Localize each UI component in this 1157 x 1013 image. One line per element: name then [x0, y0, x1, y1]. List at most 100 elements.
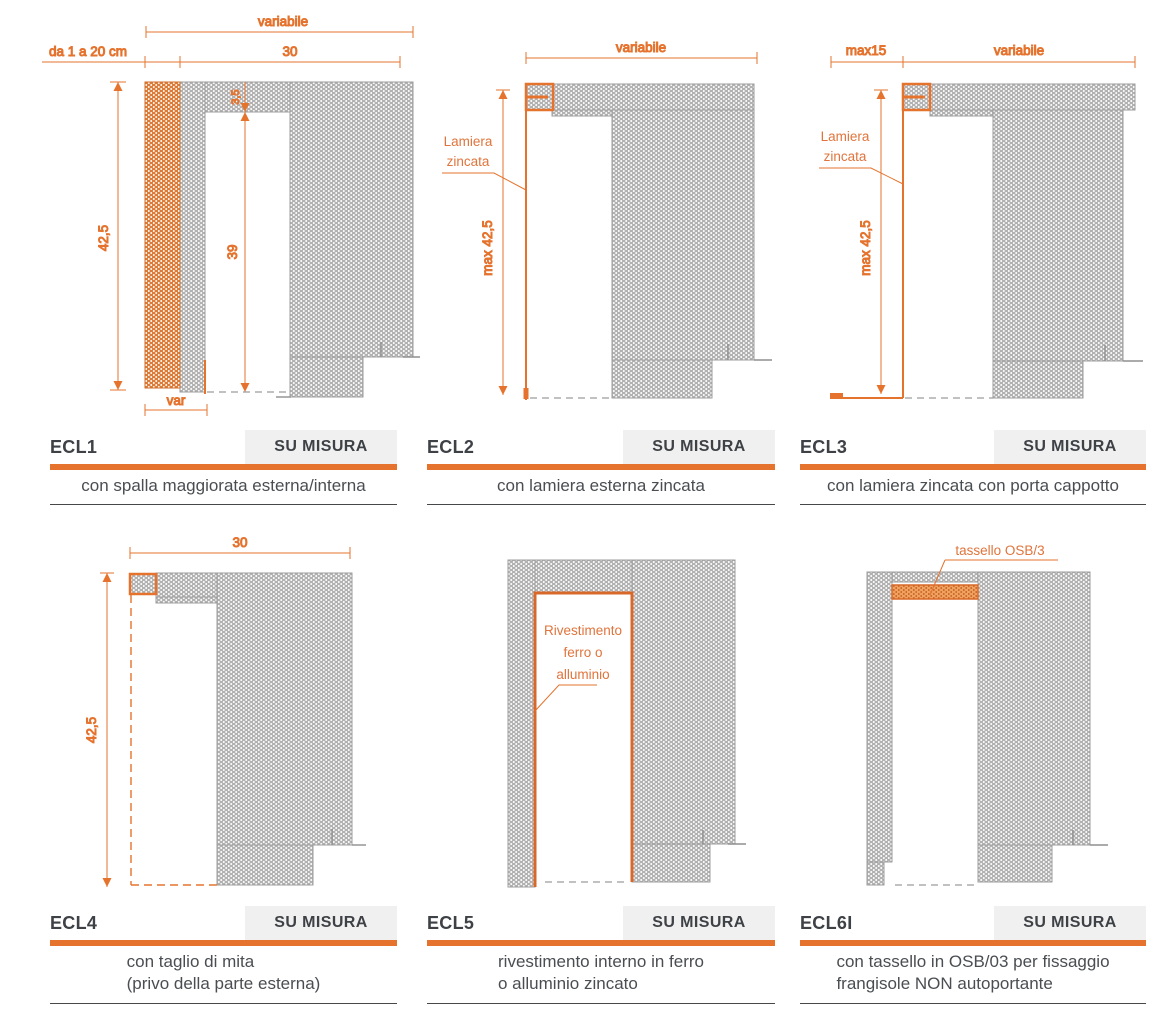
dimension-42-5: 42,5: [84, 572, 114, 887]
dimension-variabile: variabile: [903, 43, 1136, 68]
divider-rule: [800, 1002, 1146, 1004]
dimension-max-42-5: max 42,5: [480, 89, 510, 395]
wall-hatch: [866, 571, 1108, 886]
svg-text:30: 30: [232, 535, 247, 550]
dimension-max-42-5: max 42,5: [858, 89, 888, 394]
callout-rivestimento: Rivestimento ferro o alluminio: [534, 623, 622, 712]
lamiera-foot: [523, 388, 529, 399]
svg-text:42,5: 42,5: [84, 717, 99, 743]
insulation-strip: [144, 81, 181, 389]
svg-text:Lamiera: Lamiera: [444, 134, 493, 149]
panel-header: ECL2 SU MISURA: [427, 430, 775, 464]
su-misura-badge: SU MISURA: [245, 430, 397, 464]
accent-bar: [800, 464, 1146, 470]
svg-text:alluminio: alluminio: [556, 667, 609, 682]
su-misura-badge: SU MISURA: [623, 430, 775, 464]
divider-rule: [427, 1002, 775, 1004]
accent-bar: [427, 940, 775, 946]
taglio-dashed-outline: [130, 595, 217, 886]
svg-text:var: var: [167, 393, 186, 408]
dimension-variabile: variabile: [525, 40, 758, 64]
panel-ecl6i: tassello OSB/3 ECL6I SU MISURA con tasse…: [790, 535, 1157, 1004]
accent-bar: [50, 464, 397, 470]
panel-header: ECL4 SU MISURA: [50, 906, 397, 940]
svg-text:42,5: 42,5: [96, 225, 111, 251]
svg-text:30: 30: [282, 44, 297, 59]
accent-bar: [800, 940, 1146, 946]
divider-rule: [800, 504, 1146, 506]
wall-hatch: [916, 83, 1143, 399]
svg-text:variabile: variabile: [258, 14, 308, 29]
panel-code: ECL5: [427, 912, 475, 933]
svg-text:zincata: zincata: [447, 154, 490, 169]
wall-hatch: [539, 83, 772, 399]
rivestimento-frame: [533, 591, 634, 887]
panel-code: ECL2: [427, 436, 475, 457]
accent-bar: [427, 464, 775, 470]
panel-code: ECL1: [50, 436, 98, 457]
dimension-30: 30: [180, 44, 401, 68]
panel-header: ECL1 SU MISURA: [50, 430, 397, 464]
panel-description: con lamiera esterna zincata: [497, 476, 705, 495]
panel-ecl4: 30 42,5 ECL4 SU MISURA con taglio di mit…: [10, 535, 420, 1004]
corner-block: [128, 572, 158, 596]
svg-text:39: 39: [225, 244, 240, 259]
divider-rule: [50, 1002, 397, 1004]
svg-text:3,5: 3,5: [230, 89, 242, 104]
cappotto-foot: [830, 393, 843, 399]
divider-rule: [427, 504, 775, 506]
panel-description: con tassello in OSB/03 per fissaggio fra…: [836, 952, 1110, 994]
lamiera-bracket: [524, 82, 555, 112]
callout-lamiera-zincata: Lamiera zincata: [442, 134, 527, 191]
drawing-ecl1: variabile da 1 a 20 cm 30 42,5 3,5 39: [42, 14, 420, 416]
svg-text:zincata: zincata: [824, 149, 867, 164]
wall-hatch: [155, 572, 366, 886]
svg-text:Lamiera: Lamiera: [821, 129, 870, 144]
dimension-42-5: 42,5: [96, 81, 126, 391]
svg-text:Rivestimento: Rivestimento: [544, 623, 622, 638]
svg-text:max15: max15: [846, 43, 887, 58]
callout-lamiera-zincata: Lamiera zincata: [819, 129, 904, 185]
svg-text:tassello OSB/3: tassello OSB/3: [955, 543, 1044, 558]
svg-text:variabile: variabile: [616, 40, 666, 55]
tassello-osb-block: [891, 584, 979, 600]
panel-ecl2: variabile max 42,5 Lamiera zincata ECL2 …: [420, 8, 790, 506]
panel-header: ECL6I SU MISURA: [800, 906, 1146, 940]
callout-tassello: tassello OSB/3: [929, 543, 1058, 596]
dimension-max15: max15: [830, 43, 904, 68]
accent-bar: [50, 940, 397, 946]
dimension-variabile: variabile: [145, 14, 414, 38]
svg-text:max 42,5: max 42,5: [480, 220, 495, 276]
drawing-ecl4: 30 42,5: [84, 535, 366, 887]
dimension-3-5-39: 3,5 39: [225, 82, 250, 392]
lamiera-bracket: [901, 82, 932, 112]
su-misura-badge: SU MISURA: [994, 430, 1146, 464]
svg-text:da 1 a 20 cm: da 1 a 20 cm: [49, 44, 127, 59]
drawing-ecl6i: tassello OSB/3: [866, 543, 1108, 886]
panel-code: ECL3: [800, 436, 848, 457]
panel-ecl1: variabile da 1 a 20 cm 30 42,5 3,5 39: [10, 8, 420, 506]
dimension-30: 30: [129, 535, 351, 559]
dimension-da-1-a-20: da 1 a 20 cm: [42, 44, 181, 68]
panel-description: con spalla maggiorata esterna/interna: [81, 476, 366, 495]
su-misura-badge: SU MISURA: [245, 906, 397, 940]
panel-header: ECL3 SU MISURA: [800, 430, 1146, 464]
panel-ecl3: max15 variabile max 42,5 Lamiera zincata…: [790, 8, 1157, 506]
su-misura-badge: SU MISURA: [994, 906, 1146, 940]
panel-description: rivestimento interno in ferro o allumini…: [498, 952, 704, 994]
panel-header: ECL5 SU MISURA: [427, 906, 775, 940]
su-misura-badge: SU MISURA: [623, 906, 775, 940]
panel-description: con taglio di mita (privo della parte es…: [126, 952, 321, 994]
svg-text:variabile: variabile: [994, 43, 1044, 58]
panel-ecl5: Rivestimento ferro o alluminio ECL5 SU M…: [420, 535, 790, 1004]
svg-text:ferro o: ferro o: [563, 645, 602, 660]
dimension-var: var: [144, 393, 208, 416]
wall-hatch: [507, 559, 746, 888]
panel-code: ECL6I: [800, 912, 853, 933]
svg-text:max 42,5: max 42,5: [858, 220, 873, 276]
drawing-ecl3: max15 variabile max 42,5 Lamiera zincata: [819, 43, 1143, 399]
drawing-ecl5: Rivestimento ferro o alluminio: [507, 559, 746, 888]
panel-description: con lamiera zincata con porta cappotto: [826, 476, 1119, 495]
drawing-ecl2: variabile max 42,5 Lamiera zincata: [442, 40, 772, 400]
